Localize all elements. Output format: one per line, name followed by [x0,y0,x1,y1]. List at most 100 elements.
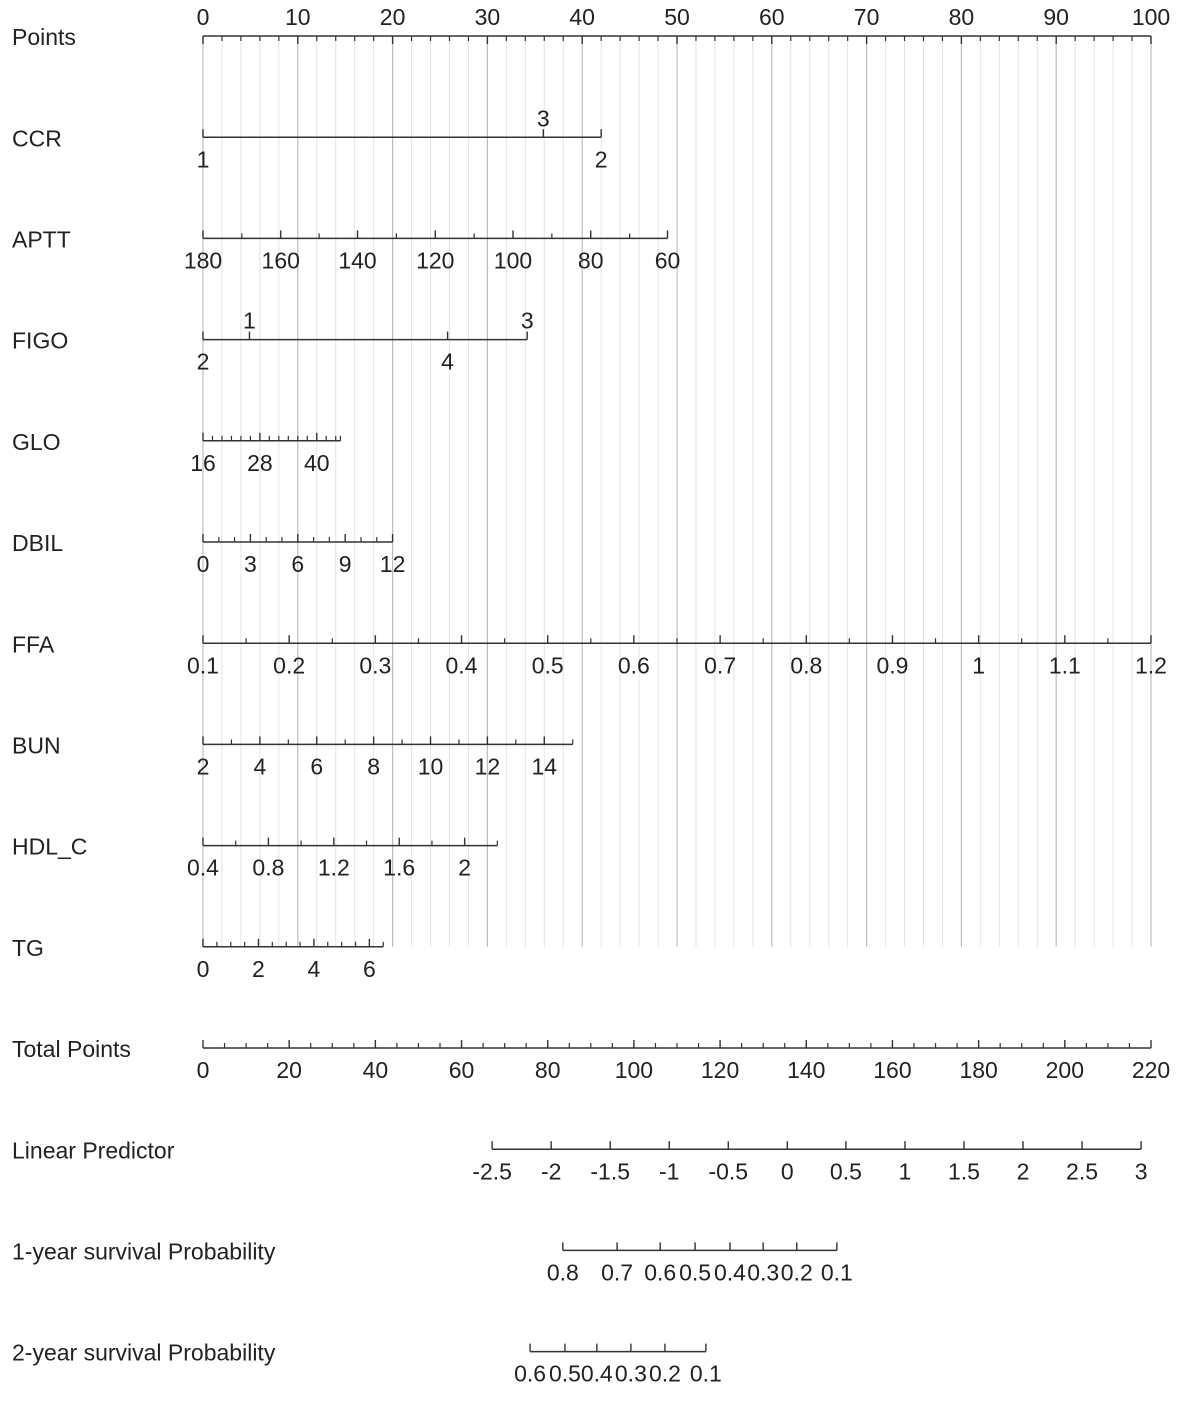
tick-label: 16 [190,450,216,476]
tick-label: 0.9 [876,652,908,678]
tick-label: 1 [243,308,256,334]
tick-label: 10 [418,753,444,779]
tick-label: 1 [972,652,985,678]
tick-label: 120 [416,247,454,273]
row-label: BUN [12,732,61,758]
tick-label: 180 [959,1057,997,1083]
tick-label: 0.6 [644,1259,676,1285]
tick-label: 0 [781,1158,794,1184]
tick-label: 1.1 [1049,652,1081,678]
tick-label: 40 [304,450,330,476]
tick-label: 0.4 [581,1361,613,1387]
tick-label: 10 [285,4,311,30]
tick-label: -2.5 [472,1158,512,1184]
tick-label: 9 [339,551,352,577]
tick-label: 1 [197,146,210,172]
tick-label: 1.2 [1135,652,1167,678]
tick-label: 14 [531,753,557,779]
tick-label: 2 [1017,1158,1030,1184]
tick-label: 0.8 [547,1259,579,1285]
tick-label: 0.3 [747,1259,779,1285]
tick-label: 0.2 [273,652,305,678]
tick-label: 40 [569,4,595,30]
tick-label: 20 [380,4,406,30]
tick-label: 2 [252,956,265,982]
tick-label: 60 [759,4,785,30]
tick-label: 6 [291,551,304,577]
tick-label: 0.2 [649,1361,681,1387]
tick-label: 0.7 [704,652,736,678]
tick-label: 60 [655,247,681,273]
tick-label: 0.8 [790,652,822,678]
tick-label: 40 [363,1057,389,1083]
tick-label: 60 [449,1057,475,1083]
tick-label: 4 [308,956,321,982]
tick-label: -1.5 [590,1158,630,1184]
tick-label: 3 [1135,1158,1148,1184]
tick-label: 100 [1132,4,1170,30]
tick-label: 0.6 [514,1361,546,1387]
row-label: Points [12,24,76,50]
tick-label: 160 [873,1057,911,1083]
tick-label: 12 [475,753,501,779]
row-label: Total Points [12,1036,131,1062]
tick-label: 160 [262,247,300,273]
tick-label: 0.4 [714,1259,746,1285]
tick-label: 220 [1132,1057,1170,1083]
tick-label: 0 [197,956,210,982]
tick-label: 0.4 [446,652,478,678]
tick-label: 180 [184,247,222,273]
tick-label: 0.1 [187,652,219,678]
row-label: 2-year survival Probability [12,1340,276,1366]
tick-label: 0.3 [615,1361,647,1387]
row-label: CCR [12,125,62,151]
tick-label: 12 [380,551,406,577]
tick-label: 0 [197,4,210,30]
row-label: GLO [12,429,61,455]
tick-label: 6 [363,956,376,982]
row-label: FIGO [12,328,68,354]
row-label: FFA [12,631,55,657]
tick-label: 0.5 [532,652,564,678]
tick-label: -2 [541,1158,561,1184]
row-label: HDL_C [12,834,87,860]
tick-label: 2 [197,349,210,375]
tick-label: 2 [458,855,471,881]
tick-label: 200 [1046,1057,1084,1083]
tick-label: 100 [494,247,532,273]
tick-label: -1 [659,1158,679,1184]
tick-label: 1 [899,1158,912,1184]
row-label: DBIL [12,530,63,556]
tick-label: 1.2 [318,855,350,881]
tick-label: 140 [787,1057,825,1083]
tick-label: 0 [197,1057,210,1083]
tick-label: 8 [367,753,380,779]
tick-label: 1.6 [383,855,415,881]
tick-label: 2 [595,146,608,172]
row-label: TG [12,935,44,961]
tick-label: 0.5 [830,1158,862,1184]
tick-label: 140 [338,247,376,273]
tick-label: 80 [949,4,975,30]
tick-label: 3 [244,551,257,577]
tick-label: 70 [854,4,880,30]
tick-label: 0.3 [359,652,391,678]
tick-label: 0.1 [690,1361,722,1387]
tick-label: 30 [475,4,501,30]
tick-label: 120 [701,1057,739,1083]
row-label: 1-year survival Probability [12,1238,276,1264]
tick-label: 0.1 [821,1259,853,1285]
tick-label: 6 [310,753,323,779]
tick-label: 0.5 [679,1259,711,1285]
tick-label: -0.5 [708,1158,748,1184]
row-label: APTT [12,226,71,252]
tick-label: 80 [535,1057,561,1083]
tick-label: 0 [197,551,210,577]
tick-label: 80 [578,247,604,273]
tick-label: 4 [441,349,454,375]
tick-label: 90 [1043,4,1069,30]
tick-label: 2 [197,753,210,779]
tick-label: 1.5 [948,1158,980,1184]
tick-label: 100 [615,1057,653,1083]
